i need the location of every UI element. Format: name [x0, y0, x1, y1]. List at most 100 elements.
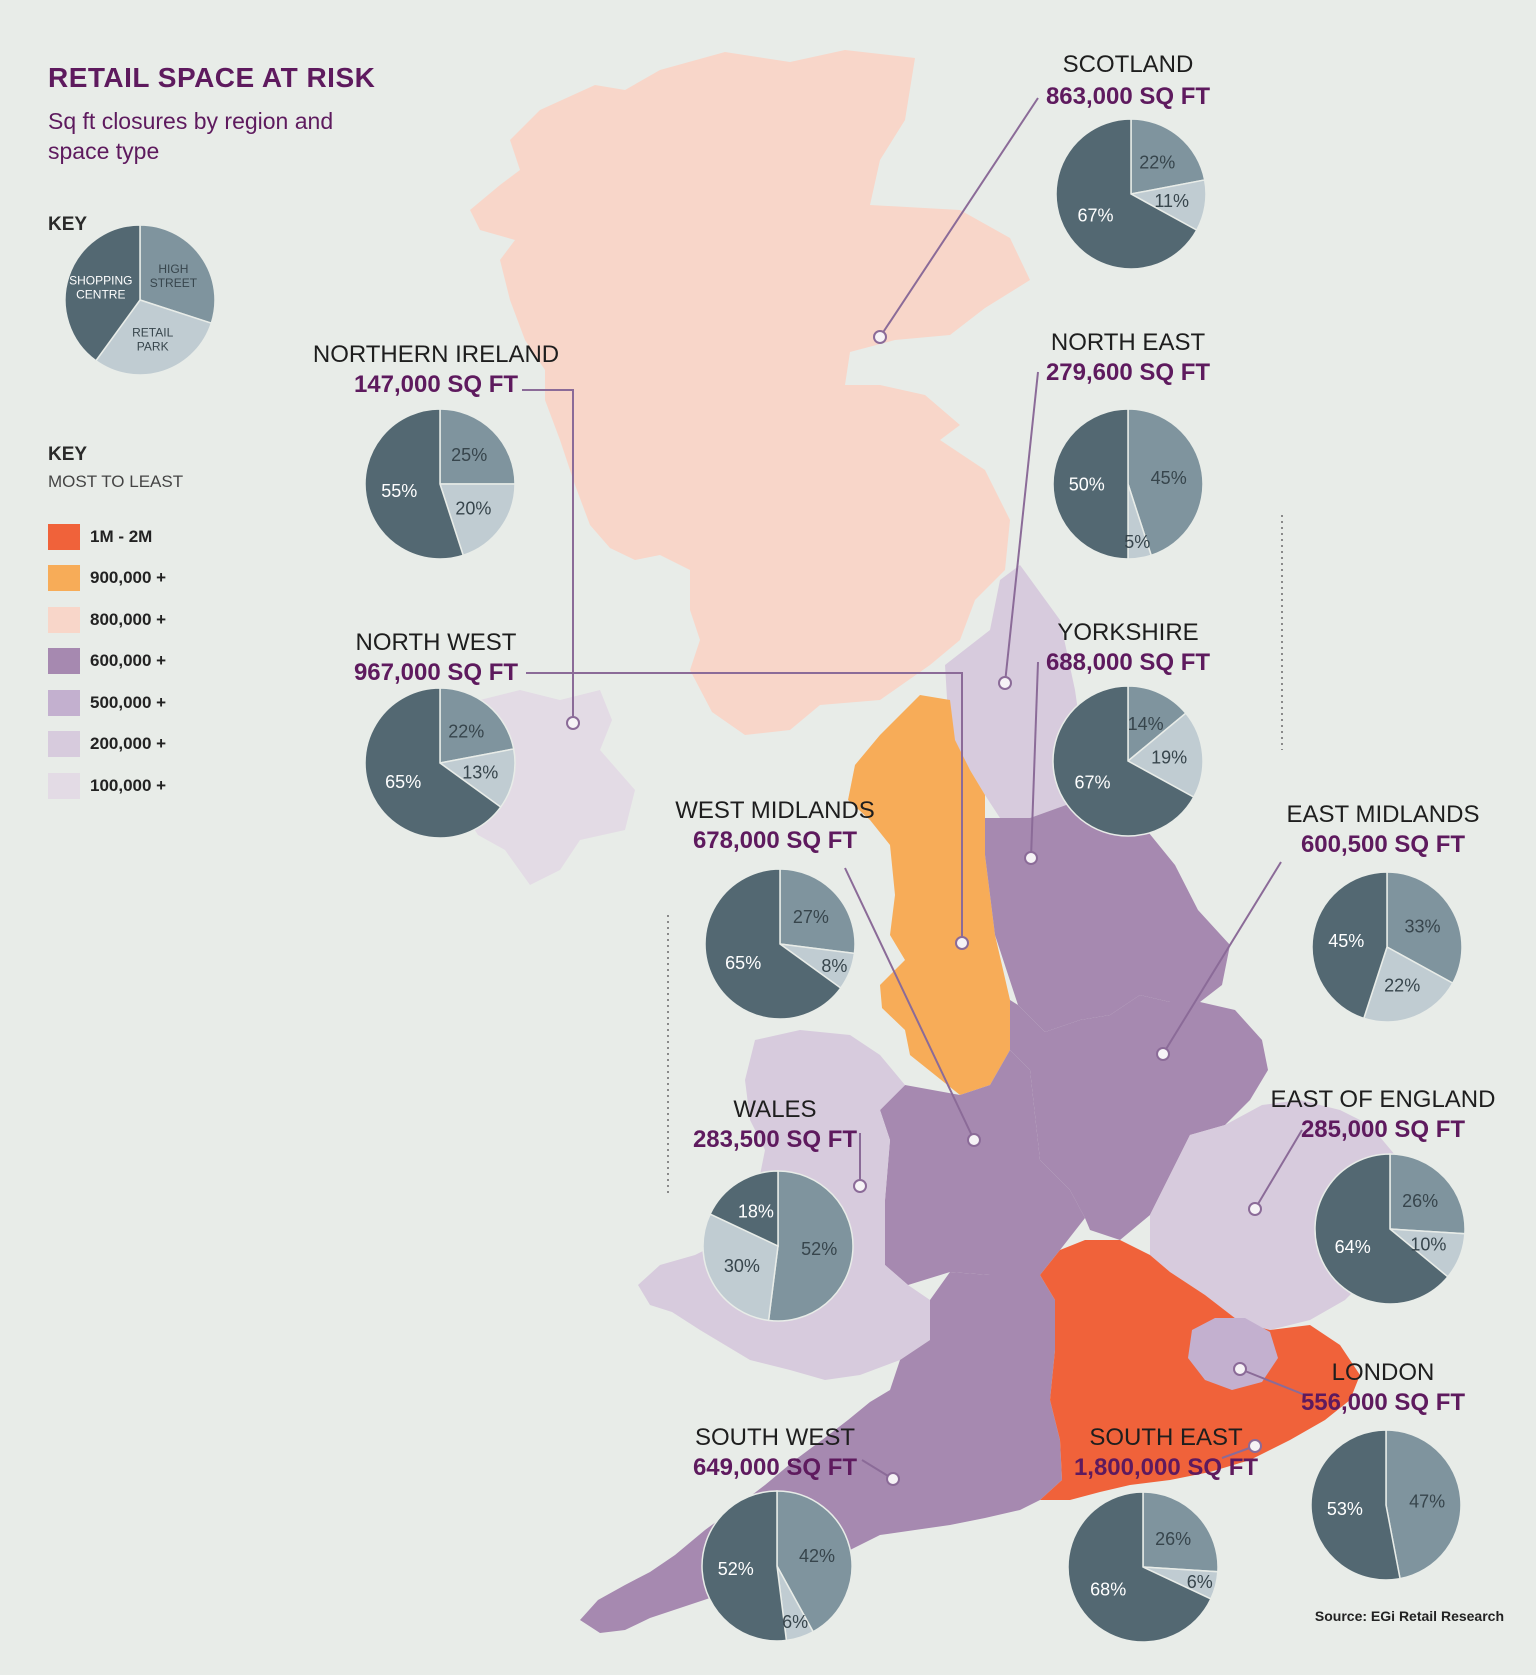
region-south-west-pie-slice-shopping_centre [701, 1490, 788, 1642]
page-title: RETAIL SPACE AT RISK [48, 62, 376, 93]
region-east-midlands-callout: EAST MIDLANDS 600,500 SQ FT 33% 22% 45% [1287, 801, 1479, 1023]
region-north-east-value: 279,600 SQ FT [1046, 359, 1210, 386]
region-london-pie-slice-high_street [1385, 1429, 1462, 1580]
leader-line-east-midlands [1162, 861, 1282, 1055]
region-south-west-pie-label-shopping_centre: 52% [718, 1559, 754, 1579]
region-wales-pie-slice-high_street [767, 1170, 854, 1322]
region-callouts: SCOTLAND 863,000 SQ FT 22% 11% 67% NORTHERN I… [313, 51, 1496, 1643]
legend-label: 900,000 + [90, 568, 167, 588]
region-scotland-shape [470, 50, 1030, 735]
leader-dot-north-east [998, 676, 1012, 690]
region-wales-pie-slice-retail_park [702, 1213, 779, 1322]
region-north-west-pie-label-retail_park: 13% [462, 762, 498, 782]
leader-line-scotland [879, 97, 1039, 338]
region-east-of-england-value: 285,000 SQ FT [1301, 1116, 1465, 1143]
region-north-east-pie-label-high_street: 45% [1151, 468, 1187, 488]
leader-line-northern-ireland [522, 389, 574, 723]
region-scotland-pie-label-shopping_centre: 67% [1077, 205, 1113, 225]
legend-swatch [48, 606, 80, 633]
source-credit: Source: EGi Retail Research [1314, 1608, 1504, 1624]
region-london-value: 556,000 SQ FT [1301, 1389, 1465, 1416]
key-pie-label-high-street: STREET [150, 276, 198, 290]
leader-line-west-midlands [844, 867, 975, 1141]
region-yorkshire-value: 688,000 SQ FT [1046, 649, 1210, 676]
region-east-of-england-callout: EAST OF ENGLAND 285,000 SQ FT 26% 10% 64% [1271, 1086, 1496, 1305]
legend-item: 500,000 + [48, 682, 166, 724]
region-east-midlands-pie-slice-shopping_centre [1311, 871, 1388, 1020]
region-south-east-pie-label-high_street: 26% [1155, 1529, 1191, 1549]
region-east-midlands-pie-label-retail_park: 22% [1384, 976, 1420, 996]
region-north-west-pie-slice-retail_park [438, 748, 516, 809]
region-london-pie-label-high_street: 47% [1409, 1491, 1445, 1511]
region-north-east-pie-slice-shopping_centre [1052, 408, 1129, 560]
leader-dot-scotland [873, 330, 887, 344]
dotted-guides [667, 515, 1283, 1195]
region-scotland-callout: SCOTLAND 863,000 SQ FT 22% 11% 67% [1046, 51, 1210, 270]
key-pie-label-retail-park: PARK [137, 339, 169, 353]
region-east-of-england-pie-label-retail_park: 10% [1410, 1235, 1446, 1255]
region-north-west-pie-slice-high_street [439, 687, 515, 764]
leader-dot-wales [853, 1179, 867, 1193]
region-south-east-pie-label-retail_park: 6% [1187, 1572, 1213, 1592]
region-north-east-shape [945, 565, 1085, 818]
region-west-midlands-pie-label-retail_park: 8% [821, 956, 847, 976]
region-northern-ireland-callout: NORTHERN IRELAND 147,000 SQ FT 25% 20% 55% [313, 341, 559, 560]
region-east-midlands-pie-slice-retail_park [1362, 945, 1454, 1023]
region-northern-ireland-pie-label-high_street: 25% [451, 445, 487, 465]
region-west-midlands-name: WEST MIDLANDS [675, 797, 875, 824]
region-wales-pie-label-retail_park: 30% [724, 1256, 760, 1276]
region-yorkshire-name: YORKSHIRE [1057, 619, 1198, 646]
region-northern-ireland-pie-label-shopping_centre: 55% [381, 481, 417, 501]
region-scotland-pie-slice-high_street [1130, 118, 1206, 195]
region-west-midlands-shape [880, 1050, 1085, 1285]
region-wales-pie-slice-shopping_centre [709, 1170, 779, 1248]
region-north-west-shape [848, 695, 1010, 1095]
region-north-west-name: NORTH WEST [356, 629, 517, 656]
region-wales-value: 283,500 SQ FT [693, 1126, 857, 1153]
region-scotland-name: SCOTLAND [1063, 51, 1194, 78]
region-north-east-name: NORTH EAST [1051, 329, 1206, 356]
region-south-east-value: 1,800,000 SQ FT [1074, 1454, 1258, 1481]
leader-line-north-east [1004, 371, 1039, 684]
region-east-of-england-pie-slice-high_street [1389, 1153, 1466, 1235]
key-pie-label-shopping-centre: SHOPPING [69, 274, 132, 288]
region-north-east-callout: NORTH EAST 279,600 SQ FT 45% 5% 50% [1046, 329, 1210, 560]
leader-line-east-of-england [1254, 1129, 1303, 1210]
region-east-of-england-name: EAST OF ENGLAND [1271, 1086, 1496, 1113]
region-east-midlands-pie-slice-high_street [1386, 871, 1463, 985]
region-northern-ireland-name: NORTHERN IRELAND [313, 341, 559, 368]
region-south-east-name: SOUTH EAST [1089, 1424, 1243, 1451]
region-north-west-pie-label-high_street: 22% [448, 722, 484, 742]
region-london-callout: LONDON 556,000 SQ FT 47% 53% [1301, 1359, 1465, 1581]
leader-line-london [1239, 1368, 1306, 1396]
region-west-midlands-pie-label-high_street: 27% [793, 907, 829, 927]
region-northern-ireland-value: 147,000 SQ FT [354, 371, 518, 398]
region-north-east-pie-label-shopping_centre: 50% [1069, 474, 1105, 494]
region-scotland-pie-label-retail_park: 11% [1154, 191, 1189, 211]
region-northern-ireland-pie-slice-shopping_centre [364, 408, 465, 560]
region-west-midlands-pie-slice-shopping_centre [704, 868, 842, 1020]
region-south-east-pie-label-shopping_centre: 68% [1090, 1579, 1126, 1599]
region-south-west-pie-label-retail_park: 6% [782, 1612, 808, 1632]
leader-dots [566, 330, 1262, 1486]
key-pie-label-high-street: HIGH [158, 262, 188, 276]
region-south-west-pie-label-high_street: 42% [799, 1546, 835, 1566]
region-yorkshire-callout: YORKSHIRE 688,000 SQ FT 14% 19% 67% [1046, 619, 1210, 837]
region-south-east-callout: SOUTH EAST 1,800,000 SQ FT 26% 6% 68% [1067, 1424, 1258, 1643]
leader-dot-east-of-england [1248, 1202, 1262, 1216]
region-east-midlands-value: 600,500 SQ FT [1301, 831, 1465, 858]
legend-swatch [48, 772, 80, 799]
region-south-west-callout: SOUTH WEST 649,000 SQ FT 42% 6% 52% [693, 1424, 857, 1642]
key-pie-slice-retail-park [94, 299, 213, 376]
leader-dot-north-west [955, 936, 969, 950]
region-wales-pie-label-shopping_centre: 18% [738, 1202, 774, 1222]
region-scotland-pie-label-high_street: 22% [1139, 153, 1175, 173]
legend-swatch [48, 565, 80, 592]
legend-item: 900,000 + [48, 558, 166, 600]
key-pie-heading: KEY [48, 214, 88, 235]
region-south-east-pie-slice-high_street [1142, 1491, 1219, 1573]
legend-item: 200,000 + [48, 724, 166, 766]
region-north-east-pie-slice-high_street [1127, 408, 1204, 557]
region-north-west-pie-label-shopping_centre: 65% [385, 772, 421, 792]
